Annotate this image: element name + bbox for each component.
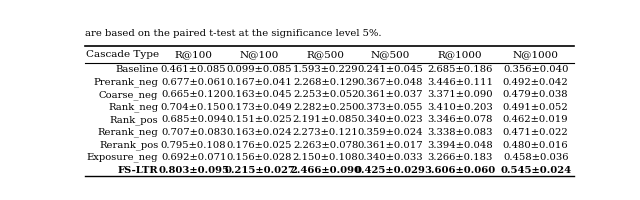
Text: 0.359±0.024: 0.359±0.024 (358, 128, 423, 137)
Text: 2.191±0.085: 2.191±0.085 (292, 115, 358, 124)
Text: 0.491±0.052: 0.491±0.052 (503, 103, 568, 112)
Text: 0.462±0.019: 0.462±0.019 (503, 115, 568, 124)
Text: 0.692±0.071: 0.692±0.071 (161, 153, 227, 162)
Text: Rerank_pos: Rerank_pos (99, 140, 158, 150)
Text: Rank_pos: Rank_pos (109, 115, 158, 125)
Text: 0.461±0.085: 0.461±0.085 (161, 65, 227, 74)
Text: N@500: N@500 (371, 50, 410, 59)
Text: 0.173±0.049: 0.173±0.049 (227, 103, 292, 112)
Text: 2.253±0.052: 2.253±0.052 (293, 90, 358, 99)
Text: 0.795±0.108: 0.795±0.108 (161, 141, 227, 150)
Text: 0.361±0.037: 0.361±0.037 (358, 90, 423, 99)
Text: 0.677±0.061: 0.677±0.061 (161, 78, 227, 87)
Text: 3.338±0.083: 3.338±0.083 (427, 128, 493, 137)
Text: 0.471±0.022: 0.471±0.022 (503, 128, 568, 137)
Text: 0.340±0.023: 0.340±0.023 (358, 115, 423, 124)
Text: 3.266±0.183: 3.266±0.183 (428, 153, 493, 162)
Text: 0.340±0.033: 0.340±0.033 (358, 153, 423, 162)
Text: 3.410±0.203: 3.410±0.203 (427, 103, 493, 112)
Text: 0.156±0.028: 0.156±0.028 (227, 153, 292, 162)
Text: 3.394±0.048: 3.394±0.048 (427, 141, 493, 150)
Text: 0.803±0.095: 0.803±0.095 (158, 166, 229, 175)
Text: 0.163±0.045: 0.163±0.045 (227, 90, 292, 99)
Text: 0.163±0.024: 0.163±0.024 (227, 128, 292, 137)
Text: 2.685±0.186: 2.685±0.186 (428, 65, 493, 74)
Text: R@100: R@100 (175, 50, 212, 59)
Text: 0.665±0.120: 0.665±0.120 (161, 90, 227, 99)
Text: 2.273±0.121: 2.273±0.121 (292, 128, 358, 137)
Text: R@500: R@500 (307, 50, 344, 59)
Text: 2.282±0.250: 2.282±0.250 (293, 103, 358, 112)
Text: 0.151±0.025: 0.151±0.025 (227, 115, 292, 124)
Text: 0.425±0.029: 0.425±0.029 (355, 166, 426, 175)
Text: 0.707±0.083: 0.707±0.083 (161, 128, 227, 137)
Text: 0.215±0.027: 0.215±0.027 (224, 166, 295, 175)
Text: N@100: N@100 (240, 50, 279, 59)
Text: 0.176±0.025: 0.176±0.025 (227, 141, 292, 150)
Text: Cascade Type: Cascade Type (86, 50, 159, 59)
Text: Coarse_neg: Coarse_neg (99, 90, 158, 100)
Text: Prerank_neg: Prerank_neg (93, 77, 158, 87)
Text: 0.373±0.055: 0.373±0.055 (358, 103, 423, 112)
Text: 3.606±0.060: 3.606±0.060 (424, 166, 495, 175)
Text: 0.704±0.150: 0.704±0.150 (161, 103, 227, 112)
Text: Rank_neg: Rank_neg (108, 102, 158, 112)
Text: 0.685±0.094: 0.685±0.094 (161, 115, 227, 124)
Text: 0.241±0.045: 0.241±0.045 (357, 65, 423, 74)
Text: 0.458±0.036: 0.458±0.036 (503, 153, 568, 162)
Text: are based on the paired t-test at the significance level 5%.: are based on the paired t-test at the si… (85, 29, 381, 38)
Text: 2.263±0.078: 2.263±0.078 (293, 141, 358, 150)
Text: Baseline: Baseline (115, 65, 158, 74)
Text: 0.492±0.042: 0.492±0.042 (503, 78, 568, 87)
Text: R@1000: R@1000 (438, 50, 483, 59)
Text: 2.150±0.108: 2.150±0.108 (292, 153, 358, 162)
Text: 0.167±0.041: 0.167±0.041 (227, 78, 292, 87)
Text: FS-LTR: FS-LTR (118, 166, 158, 175)
Text: 0.545±0.024: 0.545±0.024 (500, 166, 572, 175)
Text: 0.367±0.048: 0.367±0.048 (358, 78, 423, 87)
Text: 0.479±0.038: 0.479±0.038 (503, 90, 568, 99)
Text: N@1000: N@1000 (513, 50, 559, 59)
Text: 0.356±0.040: 0.356±0.040 (503, 65, 568, 74)
Text: 3.446±0.111: 3.446±0.111 (427, 78, 493, 87)
Text: 3.346±0.078: 3.346±0.078 (427, 115, 493, 124)
Text: 2.268±0.129: 2.268±0.129 (293, 78, 358, 87)
Text: 2.466±0.090: 2.466±0.090 (290, 166, 361, 175)
Text: Exposure_neg: Exposure_neg (86, 153, 158, 162)
Text: 0.361±0.017: 0.361±0.017 (358, 141, 423, 150)
Text: Rerank_neg: Rerank_neg (97, 128, 158, 137)
Text: 0.099±0.085: 0.099±0.085 (227, 65, 292, 74)
Text: 0.480±0.016: 0.480±0.016 (503, 141, 568, 150)
Text: 1.593±0.229: 1.593±0.229 (292, 65, 358, 74)
Text: 3.371±0.090: 3.371±0.090 (427, 90, 493, 99)
